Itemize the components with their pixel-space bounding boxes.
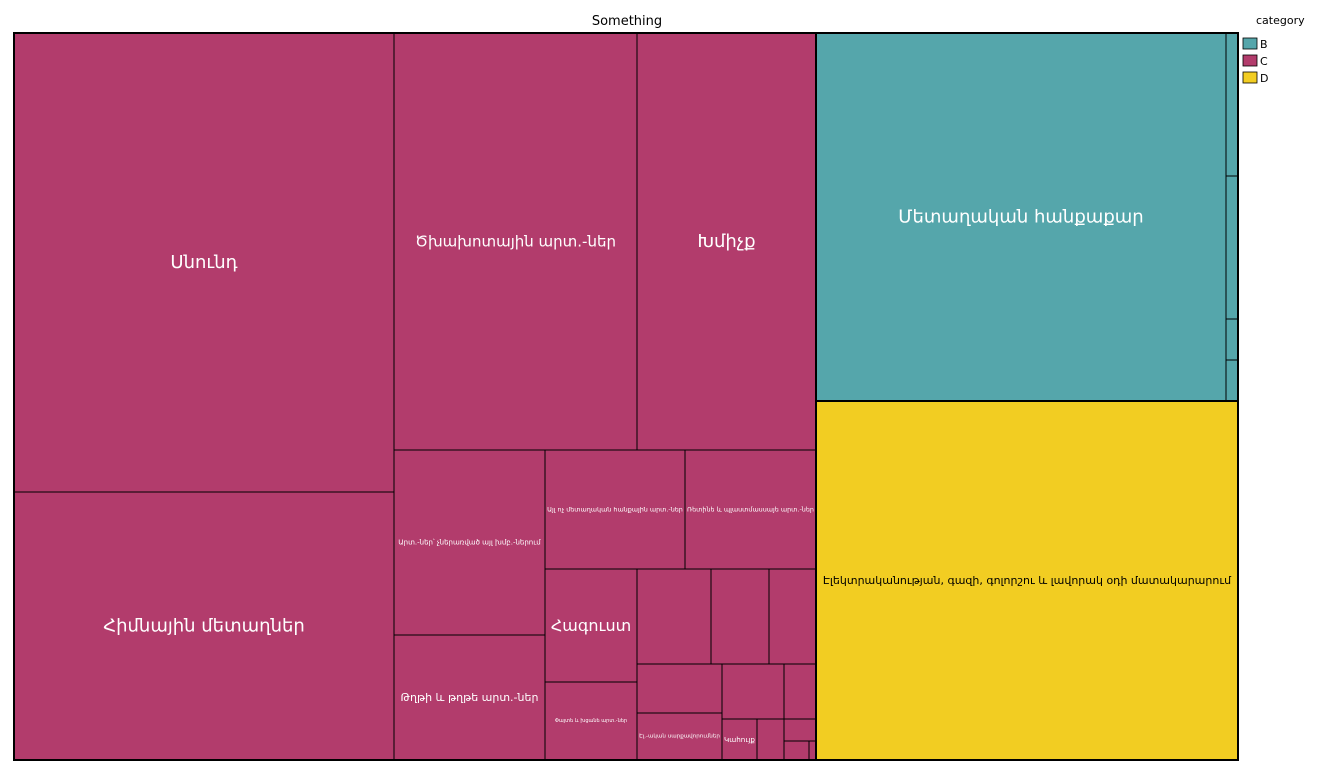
tile-c-4: Արտ.-ներ՝ չներառված այլ խմբ.-ներում (393, 449, 546, 636)
legend: category BCD (1242, 14, 1305, 85)
tile-rect (13, 32, 395, 493)
tile-c-5: Թղթի և թղթե արտ.-ներ (393, 634, 546, 761)
tile-label: Արտ.-ներ՝ չներառված այլ խմբ.-ներում (398, 539, 541, 547)
tile-label: Այլ ոչ մետաղական հանքային արտ.-ներ (547, 506, 683, 514)
tile-label: Հագուստ (551, 616, 631, 635)
tile-rect (636, 663, 723, 714)
tile-c-21 (808, 740, 817, 761)
tile-c-1: Հիմնային մետաղներ (13, 491, 395, 761)
tile-c-14 (721, 663, 785, 720)
tile-c-7: Ռետինե և պլաստմասսայե արտ.-ներ (684, 449, 817, 570)
tile-c-11 (710, 568, 770, 665)
tile-rect (721, 718, 758, 761)
tile-rect (636, 568, 712, 665)
treemap-tiles: Սնունդ Հիմնային մետաղներ Ծխախոտային արտ.-ն… (13, 32, 1239, 761)
tile-c-8: Հագուստ (544, 568, 638, 683)
tile-c-2: Ծխախոտային արտ.-ներ (393, 32, 638, 451)
group-border-2 (815, 400, 1239, 761)
tile-rect (783, 718, 817, 742)
tile-rect (721, 663, 785, 720)
tile-rect (1225, 32, 1239, 177)
tile-label: Ծխախոտային արտ.-ներ (415, 233, 616, 251)
tile-rect (1225, 175, 1239, 320)
tile-c-6: Այլ ոչ մետաղական հանքային արտ.-ներ (544, 449, 686, 570)
tile-c-18 (756, 718, 785, 761)
tile-rect (783, 740, 810, 761)
tile-b-25 (1225, 318, 1239, 361)
legend-swatch-b (1242, 37, 1258, 50)
tile-c-17: Կահույք (721, 718, 758, 761)
tile-c-10 (636, 568, 712, 665)
legend-label-c: C (1260, 55, 1268, 68)
tile-b-24 (1225, 175, 1239, 320)
tile-b-23 (1225, 32, 1239, 177)
legend-items: BCD (1242, 37, 1268, 85)
legend-swatch-c (1242, 54, 1258, 67)
legend-title: category (1256, 14, 1305, 27)
tile-c-19 (783, 718, 817, 742)
tile-rect (13, 491, 395, 761)
tile-c-15 (783, 663, 817, 720)
tile-rect (636, 32, 817, 451)
tile-label: Կահույք (724, 735, 755, 744)
tile-rect (756, 718, 785, 761)
tile-label: Էլեկտրականության, գազի, գոլորշու և լավոր… (823, 574, 1232, 587)
tile-label: Հիմնային մետաղներ (103, 616, 305, 637)
tile-rect (783, 663, 817, 720)
tile-rect (393, 449, 546, 636)
tile-b-26 (1225, 359, 1239, 402)
chart-title: Something (592, 14, 662, 29)
tile-rect (1225, 359, 1239, 402)
tile-label: Ռետինե և պլաստմասսայե արտ.-ներ (687, 506, 814, 514)
tile-label: Փայտե և խցանե արտ.-ներ (555, 718, 627, 724)
tile-c-13 (636, 663, 723, 714)
tile-label: Մետաղական հանքաքար (898, 207, 1143, 228)
tile-rect (808, 740, 817, 761)
tile-rect (815, 32, 1227, 402)
tile-rect (768, 568, 817, 665)
legend-swatch-d (1242, 71, 1258, 84)
tile-c-12 (768, 568, 817, 665)
tile-d-27: Էլեկտրականության, գազի, գոլորշու և լավոր… (815, 400, 1239, 761)
tile-label: Թղթի և թղթե արտ.-ներ (401, 691, 539, 704)
tile-rect (544, 681, 638, 761)
tile-label: Սնունդ (170, 252, 237, 273)
tile-label: Խմիչք (697, 231, 755, 252)
tile-rect (710, 568, 770, 665)
category-group-borders (13, 32, 1239, 761)
tile-c-20 (783, 740, 810, 761)
tile-c-3: Խմիչք (636, 32, 817, 451)
tile-c-16: Էլ.-ական սարքավորումներ (636, 712, 723, 761)
tile-c-9: Փայտե և խցանե արտ.-ներ (544, 681, 638, 761)
tile-rect (684, 449, 817, 570)
tile-b-22: Մետաղական հանքաքար (815, 32, 1227, 402)
tile-label: Էլ.-ական սարքավորումներ (639, 734, 720, 740)
legend-label-b: B (1260, 38, 1268, 51)
tile-rect (393, 634, 546, 761)
tile-rect (1225, 318, 1239, 361)
tile-c-0: Սնունդ (13, 32, 395, 493)
legend-label-d: D (1260, 72, 1268, 85)
